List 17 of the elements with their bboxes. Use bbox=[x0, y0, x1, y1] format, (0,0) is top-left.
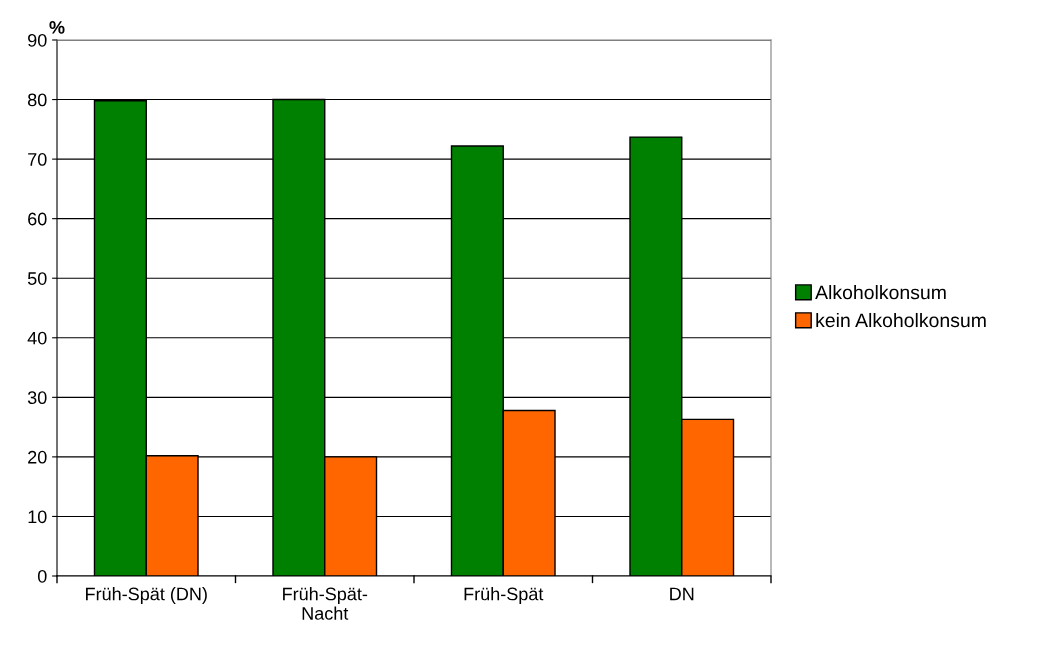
y-tick-label: 0 bbox=[37, 569, 47, 583]
y-tick-label: 60 bbox=[28, 212, 47, 226]
y-tick-label: 80 bbox=[27, 93, 47, 107]
y-tick-label: 90 bbox=[28, 33, 47, 47]
y-tick-label: 70 bbox=[28, 153, 47, 166]
y-axis-title: % bbox=[49, 21, 65, 34]
x-tick-label: DN bbox=[670, 587, 694, 601]
legend-label: Alkoholkonsum bbox=[815, 285, 946, 300]
y-tick-label: 10 bbox=[28, 510, 47, 524]
y-tick-label: 40 bbox=[27, 331, 47, 345]
y-tick-label: 50 bbox=[27, 272, 47, 285]
y-tick-label: 30 bbox=[27, 391, 47, 405]
x-tick-label: Früh-Spät (DN) bbox=[86, 587, 207, 604]
x-tick-label: Früh-Spät- Nacht bbox=[283, 587, 368, 620]
y-tick-label: 20 bbox=[28, 450, 47, 464]
legend-label: kein Alkoholkonsum bbox=[816, 312, 986, 328]
x-tick-label: Früh-Spät bbox=[464, 587, 544, 604]
